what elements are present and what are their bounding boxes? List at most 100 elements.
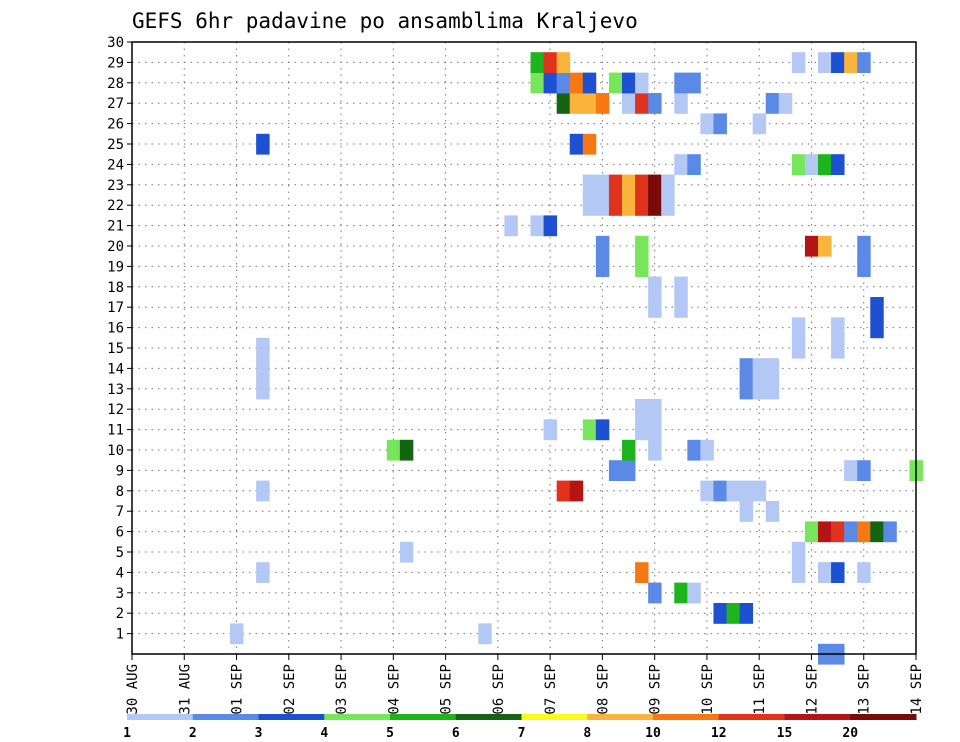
precip-cell <box>831 337 845 359</box>
precip-cell <box>622 195 636 216</box>
y-tick-label: 10 <box>107 443 124 459</box>
precip-cell <box>687 72 701 94</box>
precip-cell <box>582 174 597 196</box>
y-tick-label: 25 <box>107 137 124 153</box>
colorbar: 1 2 3 4 5 6 7 8 10 12 15 20 <box>123 714 917 741</box>
y-axis: 1234567891011121314151617181920212223242… <box>107 35 132 643</box>
x-tick-label: 04 SEP <box>386 664 402 715</box>
precip-cell <box>569 93 584 114</box>
precip-cell <box>857 235 871 257</box>
precip-cell <box>857 521 871 543</box>
colorbar-swatch <box>850 714 917 720</box>
chart-cells <box>230 52 923 665</box>
precip-cell <box>504 215 518 237</box>
precip-cell <box>582 133 597 155</box>
precip-cell <box>818 521 832 543</box>
precip-cell <box>399 541 414 563</box>
colorbar-swatch <box>653 714 720 720</box>
precip-cell <box>674 276 688 298</box>
y-tick-label: 14 <box>107 361 124 377</box>
colorbar-swatch <box>455 714 522 720</box>
colorbar-label: 1 <box>123 726 131 741</box>
y-tick-label: 12 <box>107 402 124 418</box>
colorbar-swatch <box>784 714 851 720</box>
y-tick-label: 29 <box>107 55 124 71</box>
precip-cell <box>256 337 270 359</box>
precip-cell <box>635 72 649 94</box>
colorbar-swatch <box>127 714 194 720</box>
precip-cell <box>582 195 597 216</box>
precip-cell <box>386 439 401 461</box>
precip-cell <box>687 439 701 461</box>
colorbar-label: 3 <box>255 726 263 741</box>
precip-cell <box>622 439 636 461</box>
precip-cell <box>582 93 597 114</box>
precip-cell <box>726 480 740 502</box>
precip-cell <box>648 93 662 114</box>
precip-cell <box>713 603 727 624</box>
precip-cell <box>635 195 649 216</box>
precip-cell <box>674 582 688 604</box>
precip-cell <box>674 154 688 175</box>
x-axis: 30 AUG 31 AUG 01 SEP 02 SEP 03 SEP 04 SEP 05 S… <box>125 654 925 715</box>
precip-cell <box>622 174 636 196</box>
x-tick-label: 02 SEP <box>282 664 298 715</box>
colorbar-swatch <box>258 714 325 720</box>
precip-cell <box>818 235 832 257</box>
precip-cell <box>569 480 584 502</box>
precip-cell <box>648 276 662 298</box>
precip-cell <box>648 195 662 216</box>
precip-cell <box>595 195 610 216</box>
precip-cell <box>622 72 636 94</box>
precip-cell <box>230 623 244 645</box>
precip-cell <box>530 52 544 73</box>
precip-cell <box>687 154 701 175</box>
precip-cell <box>256 480 270 502</box>
precip-cell <box>765 93 780 114</box>
y-tick-label: 20 <box>107 239 124 255</box>
precip-cell <box>870 521 884 543</box>
precip-cell <box>700 439 714 461</box>
colorbar-label: 2 <box>189 726 197 741</box>
y-tick-label: 17 <box>107 300 124 316</box>
precip-cell <box>791 52 806 73</box>
precip-cell <box>674 93 688 114</box>
x-tick-label: 31 AUG <box>177 664 193 715</box>
y-tick-label: 21 <box>107 219 124 235</box>
precip-cell <box>687 582 701 604</box>
precip-cell <box>765 378 780 400</box>
precip-cell <box>556 93 571 114</box>
y-tick-label: 16 <box>107 321 124 337</box>
y-tick-label: 3 <box>116 586 124 602</box>
precip-cell <box>595 256 610 277</box>
precip-cell <box>804 235 819 257</box>
precip-cell <box>648 297 662 318</box>
precip-cell <box>831 562 845 583</box>
precip-cell <box>700 480 714 502</box>
colorbar-swatch <box>390 714 457 720</box>
y-tick-label: 23 <box>107 178 124 194</box>
y-tick-label: 22 <box>107 198 124 214</box>
precip-cell <box>818 562 832 583</box>
y-tick-label: 24 <box>107 157 124 173</box>
y-tick-label: 7 <box>116 504 124 520</box>
precip-cell <box>857 52 871 73</box>
precip-cell <box>726 603 740 624</box>
precip-cell <box>530 72 544 94</box>
x-tick-label: 11 SEP <box>752 664 768 715</box>
chart-title: GEFS 6hr padavine po ansamblima Kraljevo <box>132 9 638 33</box>
precip-cell <box>608 195 623 216</box>
precip-cell <box>608 72 623 94</box>
precip-cell <box>857 460 871 481</box>
x-tick-label: 01 SEP <box>230 664 246 715</box>
precip-cell <box>648 174 662 196</box>
precip-cell <box>635 256 649 277</box>
y-tick-label: 28 <box>107 76 124 92</box>
precip-cell <box>870 297 884 318</box>
precip-cell <box>739 501 754 522</box>
y-tick-label: 18 <box>107 280 124 296</box>
precip-cell <box>478 623 492 645</box>
precip-cell <box>713 113 727 135</box>
x-tick-label: 13 SEP <box>857 664 873 715</box>
precip-cell <box>778 93 793 114</box>
